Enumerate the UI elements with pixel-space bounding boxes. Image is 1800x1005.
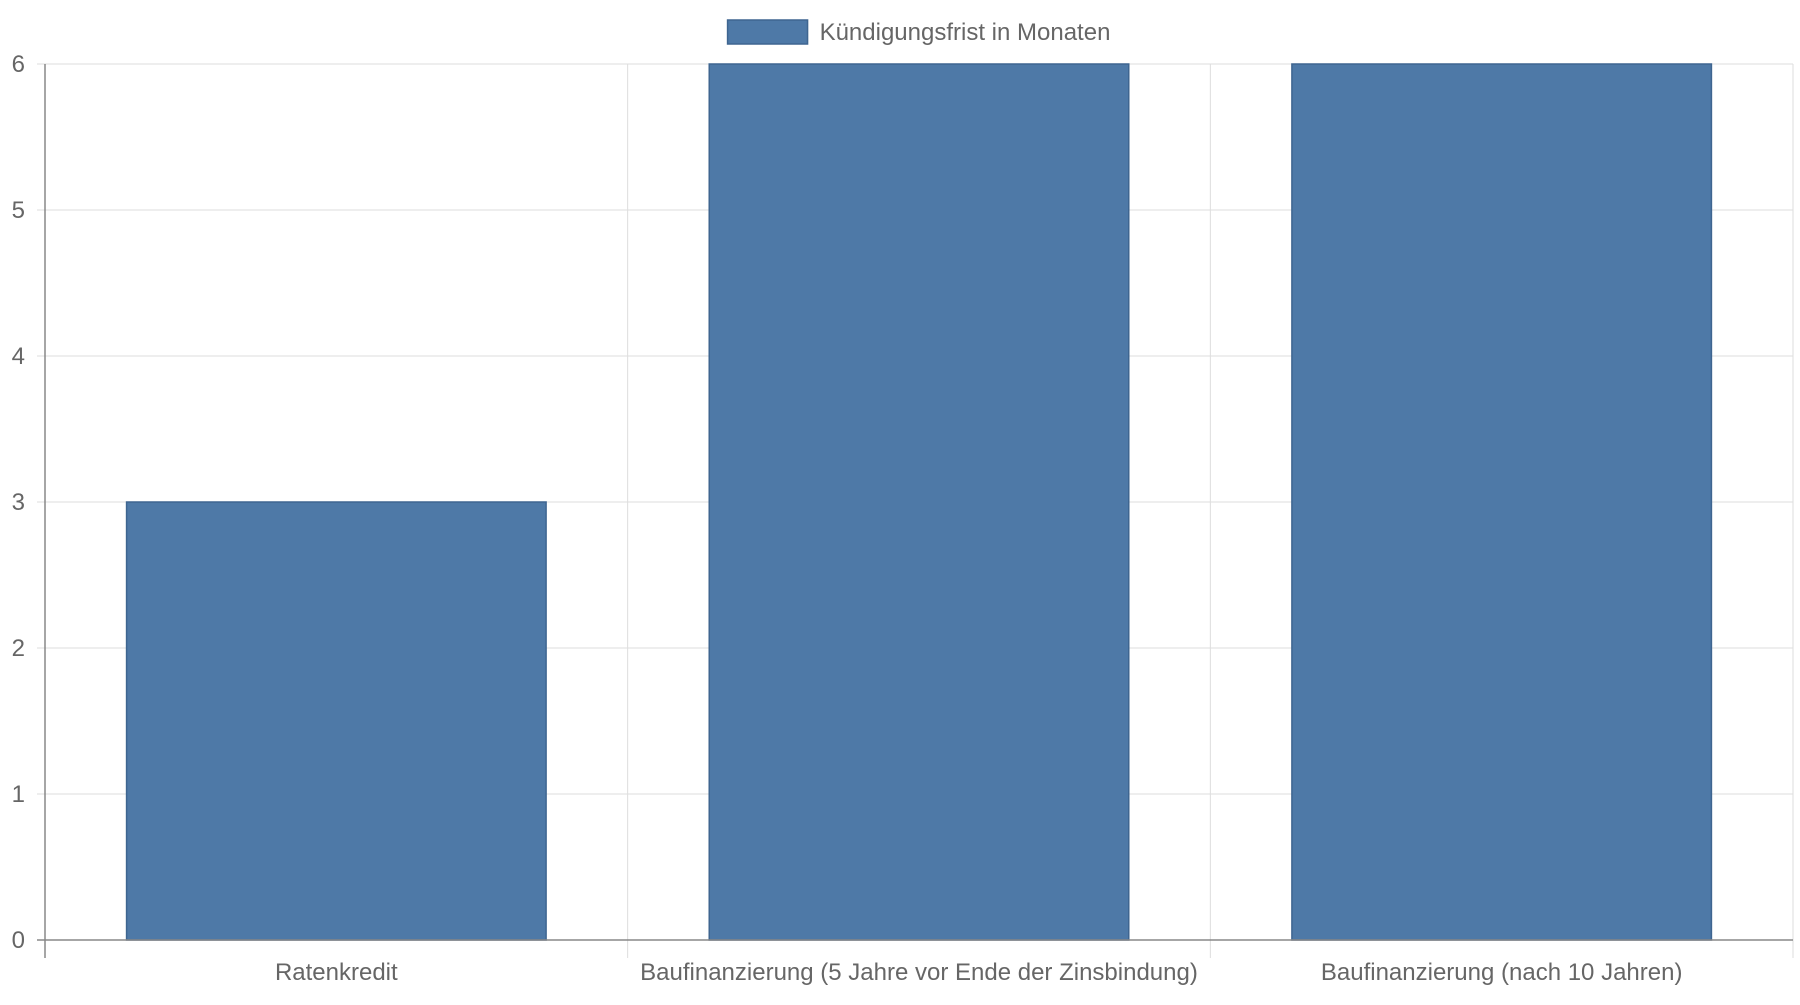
x-tick-label: Baufinanzierung (5 Jahre vor Ende der Zi… [640, 959, 1198, 986]
y-tick-label: 5 [12, 197, 25, 224]
y-tick-label: 1 [12, 781, 25, 808]
bar [1291, 63, 1713, 941]
y-tick-label: 2 [12, 635, 25, 662]
legend: Kündigungsfrist in Monaten [726, 19, 1111, 46]
x-tick-label: Ratenkredit [275, 959, 398, 986]
y-tick-label: 3 [12, 489, 25, 516]
bar [708, 63, 1130, 941]
y-tick-label: 4 [12, 343, 25, 370]
x-tick-label: Baufinanzierung (nach 10 Jahren) [1321, 959, 1683, 986]
y-tick-label: 0 [12, 927, 25, 954]
bars [125, 63, 1713, 941]
axes: 0 1 2 3 4 5 6 Ratenkredit Baufinanzierung (5 Jah… [12, 51, 1793, 986]
y-tick-label: 6 [12, 51, 25, 78]
bar [125, 501, 547, 941]
legend-swatch[interactable] [726, 19, 809, 45]
legend-label[interactable]: Kündigungsfrist in Monaten [820, 19, 1111, 46]
